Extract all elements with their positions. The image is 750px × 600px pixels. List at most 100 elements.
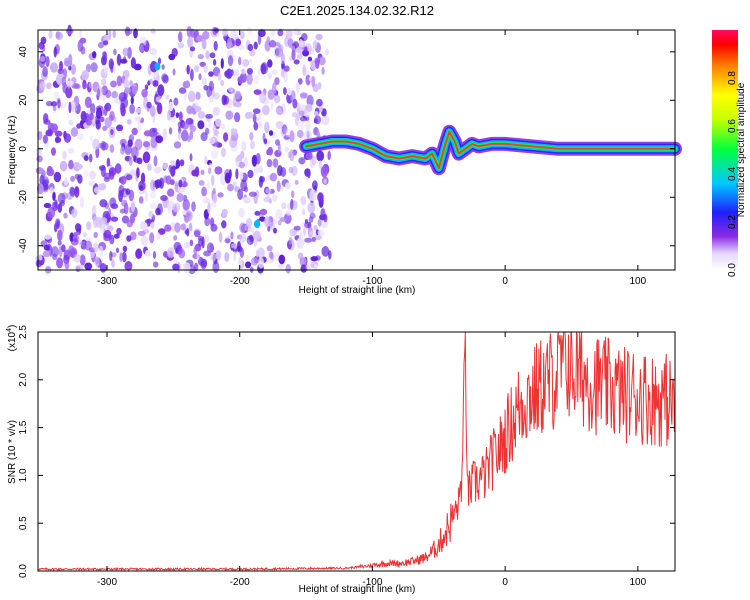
noise-speckle [57, 240, 62, 246]
noise-speckle [165, 94, 170, 100]
noise-speckle [186, 38, 193, 46]
noise-speckle [74, 186, 80, 198]
noise-speckle [267, 225, 271, 232]
noise-speckle [175, 159, 181, 169]
noise-speckle [311, 155, 317, 166]
noise-speckle [51, 147, 56, 156]
noise-speckle [295, 48, 304, 53]
noise-speckle [68, 159, 74, 170]
noise-speckle [252, 154, 257, 165]
noise-speckle [168, 101, 174, 112]
noise-speckle [122, 245, 128, 253]
noise-speckle [112, 29, 116, 39]
noise-speckle [233, 251, 237, 262]
noise-speckle [120, 146, 125, 155]
noise-speckle [208, 71, 214, 77]
noise-speckle [298, 110, 305, 117]
noise-speckle [266, 36, 271, 45]
noise-speckle [267, 59, 273, 68]
noise-speckle [296, 54, 303, 60]
noise-speckle [225, 110, 234, 120]
noise-speckle [42, 134, 49, 144]
noise-speckle [317, 229, 325, 237]
noise-speckle [135, 107, 142, 114]
noise-speckle [88, 81, 94, 89]
noise-speckle [226, 37, 232, 49]
noise-speckle [239, 222, 247, 234]
noise-speckle [191, 169, 199, 177]
noise-speckle [290, 199, 294, 210]
noise-speckle [147, 163, 152, 171]
noise-speckle [109, 234, 115, 245]
noise-speckle [245, 218, 253, 228]
noise-speckle [200, 132, 208, 142]
noise-speckle [289, 130, 295, 143]
noise-speckle [276, 180, 281, 192]
noise-speckle [220, 173, 227, 186]
noise-speckle [71, 208, 78, 218]
noise-speckle [103, 230, 112, 239]
noise-speckle [147, 218, 152, 224]
noise-speckle [43, 202, 52, 209]
noise-speckle [318, 160, 322, 170]
noise-speckle [258, 175, 264, 188]
spectrogram-x-label: Height of straight line (km) [299, 285, 416, 296]
colorbar-tick-label: 0.4 [727, 167, 738, 181]
noise-speckle [178, 111, 183, 122]
noise-speckle [150, 28, 156, 34]
noise-speckle [267, 146, 273, 156]
noise-speckle [267, 72, 272, 80]
x-tick-label: -300 [97, 577, 117, 588]
noise-speckle [83, 170, 89, 178]
noise-speckle [253, 89, 262, 95]
noise-speckle [172, 263, 180, 271]
noise-speckle [239, 30, 245, 40]
colorbar-label: Normalized spectral amplitude [736, 82, 747, 217]
noise-speckle [156, 102, 163, 115]
noise-speckle [297, 78, 303, 85]
noise-speckle [140, 235, 149, 246]
noise-speckle [201, 186, 208, 197]
y-tick-label: 20 [18, 94, 29, 106]
noise-speckle [194, 105, 202, 113]
noise-speckle [63, 133, 72, 143]
noise-speckle [250, 140, 255, 150]
snr-y-ticks: 0.0 0.5 1.0 1.5 2.0 2.5 [18, 325, 675, 578]
noise-speckle [275, 121, 284, 129]
noise-speckle [167, 109, 171, 121]
noise-speckle [212, 193, 217, 204]
x-tick-label: 0 [502, 577, 508, 588]
noise-speckle [246, 73, 253, 85]
noise-speckle [175, 112, 180, 118]
noise-speckle [277, 143, 281, 154]
noise-speckle [257, 257, 265, 269]
noise-speckle [200, 169, 205, 175]
noise-speckle [40, 36, 47, 45]
noise-speckle [124, 87, 131, 94]
noise-speckle [125, 188, 131, 195]
noise-speckle [111, 259, 115, 268]
noise-speckle [130, 57, 136, 69]
noise-speckle [106, 225, 114, 232]
noise-speckle [212, 92, 221, 100]
noise-speckle [78, 237, 82, 248]
noise-speckle [76, 163, 83, 170]
noise-speckle [178, 31, 183, 43]
noise-speckle [150, 191, 157, 199]
noise-speckle [208, 137, 216, 145]
noise-speckle [44, 234, 52, 240]
noise-speckle [150, 221, 155, 229]
noise-speckle [162, 162, 168, 170]
noise-speckle [209, 52, 216, 59]
noise-speckle [210, 202, 217, 208]
noise-speckle [320, 208, 326, 218]
noise-speckle-bright [154, 62, 161, 71]
noise-speckle [35, 259, 43, 268]
noise-speckle [303, 227, 306, 236]
noise-speckle [121, 251, 127, 263]
snr-x-ticks: -300 -200 -100 0 100 [97, 332, 647, 588]
noise-speckle [90, 62, 98, 73]
noise-speckle [124, 144, 132, 155]
noise-speckle [196, 251, 200, 261]
noise-speckle [68, 101, 72, 114]
